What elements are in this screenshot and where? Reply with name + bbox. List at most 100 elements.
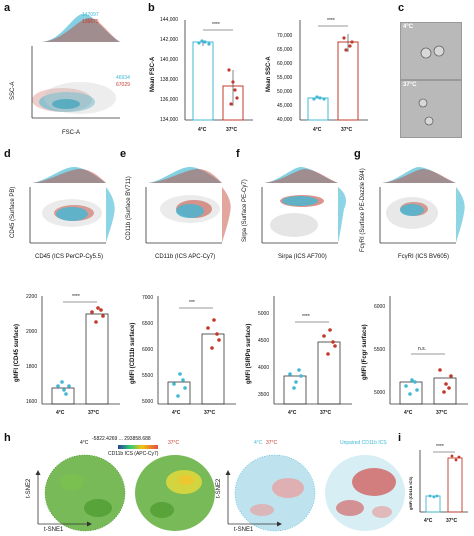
gmfi-sirpa-tick-3: 4500	[258, 338, 270, 344]
panel-b-fsc-tick-2: 136,000	[160, 97, 179, 103]
panel-i-ylabel: gMFI (CD11b ICS)	[408, 476, 413, 510]
flow-f-xlabel: Sirpa (ICS AF700)	[278, 254, 327, 260]
panel-i-sig: ****	[436, 444, 444, 450]
gmfi-cd45-tick-1: 1600	[26, 399, 38, 405]
panel-b-fsc-tick-4: 140,000	[160, 57, 179, 63]
panel-a-value-right-2: 67029	[116, 82, 130, 88]
panel-b-ssc-tick-4: 55,000	[277, 75, 293, 81]
gmfi-sirpa-tick-2: 4000	[258, 365, 270, 371]
panel-a-value-top-1: 142097	[82, 12, 99, 18]
panel-letter-b: b	[148, 2, 155, 14]
panel-a-scatter	[31, 13, 120, 119]
flow-g-xlabel: FcγRI (ICS BV605)	[398, 254, 450, 260]
flow-d-xlabel: CD45 (ICS PerCP-Cy5.5)	[35, 254, 104, 260]
gmfi-chart-sirpa	[273, 296, 352, 405]
flow-plot-f	[261, 167, 346, 244]
gmfi-chart-cd45	[41, 296, 120, 405]
panel-b-fsc-sig: ****	[212, 22, 220, 28]
panel-b-ssc-cat-37: 37°C	[341, 127, 353, 133]
gmfi-cd11b-tick-2: 5500	[142, 373, 154, 379]
gmfi-cd45-tick-4: 2200	[26, 294, 38, 300]
gmfi-cd11b-cat-4: 4°C	[172, 410, 181, 416]
panel-letter-h: h	[4, 432, 11, 444]
micrograph-4c	[400, 22, 462, 80]
gmfi-chart-fcgr	[389, 296, 468, 405]
panel-i-cat-4: 4°C	[424, 518, 433, 524]
flow-plot-e	[145, 167, 231, 244]
gmfi-fcgr-cat-37: 37°C	[436, 410, 448, 416]
flow-plot-g	[379, 167, 465, 244]
panel-b-ssc-ylabel: Mean SSC-A	[266, 56, 272, 92]
gmfi-fcgr-tick-1: 5000	[374, 390, 386, 396]
panel-b-fsc-tick-3: 138,000	[160, 77, 179, 83]
flow-e-ylabel: CD11b (Surface BV711)	[126, 176, 132, 240]
ssc-bar-4c	[307, 97, 329, 121]
panel-letter-c: c	[398, 2, 405, 14]
tsne-overlay-map-2	[325, 455, 405, 531]
panel-i-cat-37: 37°C	[446, 518, 458, 524]
gmfi-fcgr-sig: n.s.	[418, 346, 427, 352]
panel-b-ssc-tick-5: 60,000	[277, 61, 293, 67]
panel-letter-a: a	[4, 2, 11, 14]
panel-letter-e: e	[120, 148, 127, 160]
tsne-color-scale	[118, 445, 158, 449]
gmfi-cd11b-tick-3: 6000	[142, 347, 154, 353]
gmfi-cd11b-tick-4: 6500	[142, 321, 154, 327]
tsne-x-axis-right: t-SNE1	[234, 527, 254, 533]
panel-b-ssc-tick-6: 65,000	[277, 47, 293, 53]
panel-a-x-label: FSC-A	[62, 130, 80, 136]
panel-letter-d: d	[4, 148, 11, 160]
gmfi-cd45-tick-3: 2000	[26, 329, 38, 335]
gmfi-cd11b-cat-37: 37°C	[204, 410, 216, 416]
flow-e-xlabel: CD11b (ICS APC-Cy7)	[155, 254, 216, 260]
tsne-axis-arrows-right	[225, 470, 282, 527]
panel-b-ssc-tick-3: 50,000	[277, 89, 293, 95]
micrograph-37c	[400, 80, 462, 138]
panel-b-fsc-tick-5: 142,000	[160, 37, 179, 43]
tsne-scale-range: -5822.4269 ... 293858.688	[92, 436, 151, 442]
gmfi-sirpa-sig: ****	[302, 314, 310, 320]
gmfi-cd11b-tick-1: 5000	[142, 399, 154, 405]
panel-a-y-label: SSC-A	[10, 81, 16, 100]
gmfi-cd11b-sig: ***	[189, 300, 195, 306]
panel-letter-g: g	[354, 148, 361, 160]
gmfi-cd45-cat-4: 4°C	[56, 410, 65, 416]
panel-letter-i: i	[398, 432, 402, 444]
tsne-overlay-map-1	[234, 454, 316, 532]
micrograph-37c-label: 37°C	[403, 82, 417, 88]
panel-b-fsc-ylabel: Mean FSC-A	[150, 56, 156, 92]
gmfi-cd11b-tick-5: 7000	[142, 295, 154, 301]
panel-letter-f: f	[236, 148, 240, 160]
tsne-overlay-37c: 37°C	[266, 440, 278, 446]
panel-b-ssc-chart	[299, 20, 368, 121]
gmfi-cd45-tick-2: 1800	[26, 364, 38, 370]
tsne-x-axis-left: t-SNE1	[44, 527, 64, 533]
gmfi-chart-cd11b	[157, 296, 236, 405]
tsne-scale-title: CD11b ICS (APC-Cy7)	[108, 451, 159, 457]
tsne-overlay-4c: 4°C	[254, 440, 263, 446]
panel-b-fsc-tick-6: 144,000	[160, 17, 179, 23]
tsne-overlay-legend: Unpaired CD11b ICS	[340, 440, 387, 446]
panel-a-value-right-1: 46934	[116, 75, 130, 81]
ssc-bar-37c	[337, 41, 359, 121]
gmfi-fcgr-tick-3: 6000	[374, 304, 386, 310]
tsne-y-axis-left: t-SNE2	[26, 478, 32, 498]
tsne-label-37c: 37°C	[168, 440, 180, 446]
tsne-axis-arrows-left	[35, 470, 92, 527]
flow-g-ylabel: FcγRI (Surface PE-Dazzle 594)	[360, 168, 366, 252]
panel-b-ssc-tick-1: 40,000	[277, 117, 293, 123]
flow-plot-d	[29, 167, 115, 244]
gmfi-cd11b-ylabel: gMFI (CD11b surface)	[130, 322, 136, 384]
panel-a-value-top-2: 136675	[82, 19, 99, 25]
panel-b-fsc-chart	[184, 20, 253, 121]
panel-b-ssc-tick-7: 70,000	[277, 33, 293, 39]
gmfi-cd45-cat-37: 37°C	[88, 410, 100, 416]
gmfi-cd45-sig: ****	[72, 294, 80, 300]
panel-i-chart	[419, 450, 468, 513]
panel-b-fsc-tick-1: 134,000	[160, 117, 179, 123]
tsne-y-axis-right: t-SNE2	[216, 478, 222, 498]
gmfi-sirpa-cat-37: 37°C	[320, 410, 332, 416]
gmfi-fcgr-ylabel: gMFI (Fcgr surface)	[362, 324, 368, 380]
gmfi-fcgr-cat-4: 4°C	[404, 410, 413, 416]
tsne-map-4c	[44, 454, 126, 532]
